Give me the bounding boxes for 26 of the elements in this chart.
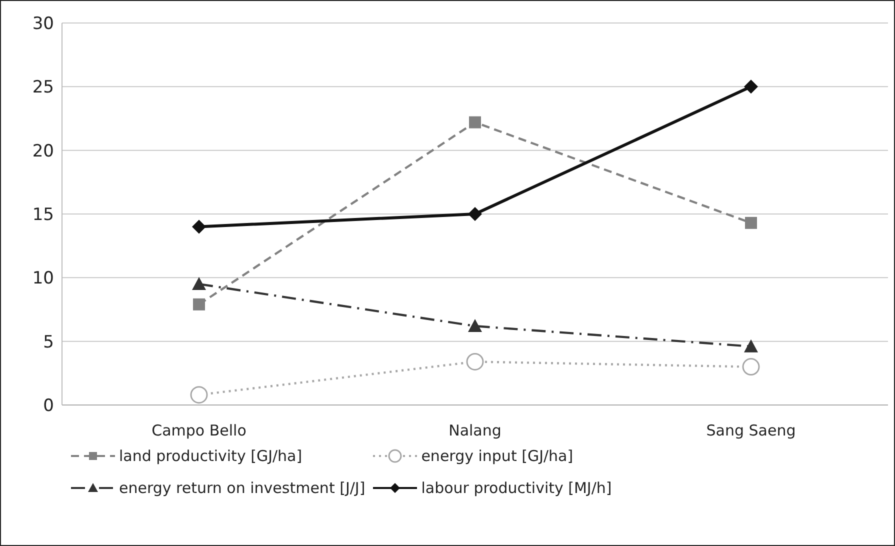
point [745,216,757,229]
point [744,80,758,94]
x-tick-label: Sang Saeng [706,422,796,440]
legend-label: energy input [GJ/ha] [421,447,574,465]
point [468,207,482,221]
y-tick-label: 30 [32,14,54,34]
point [468,319,482,332]
point [744,339,758,352]
y-tick-label: 5 [43,332,54,352]
legend-label: energy return on investment [J/J] [119,479,366,497]
point [190,386,208,404]
point [469,116,481,128]
point [192,277,206,290]
point [466,352,484,370]
point [192,220,206,234]
point [742,358,760,376]
x-tick-label: Campo Bello [152,422,246,440]
point [193,298,205,310]
y-tick-label: 20 [32,141,54,162]
y-tick-label: 15 [32,205,54,226]
legend-label: labour productivity [MJ/h] [421,479,612,497]
y-tick-label: 0 [43,396,54,416]
legend-label: land productivity [GJ/ha] [119,447,302,465]
y-tick-label: 10 [32,268,54,289]
y-tick-label: 25 [32,78,54,98]
x-tick-label: Nalang [448,422,502,440]
